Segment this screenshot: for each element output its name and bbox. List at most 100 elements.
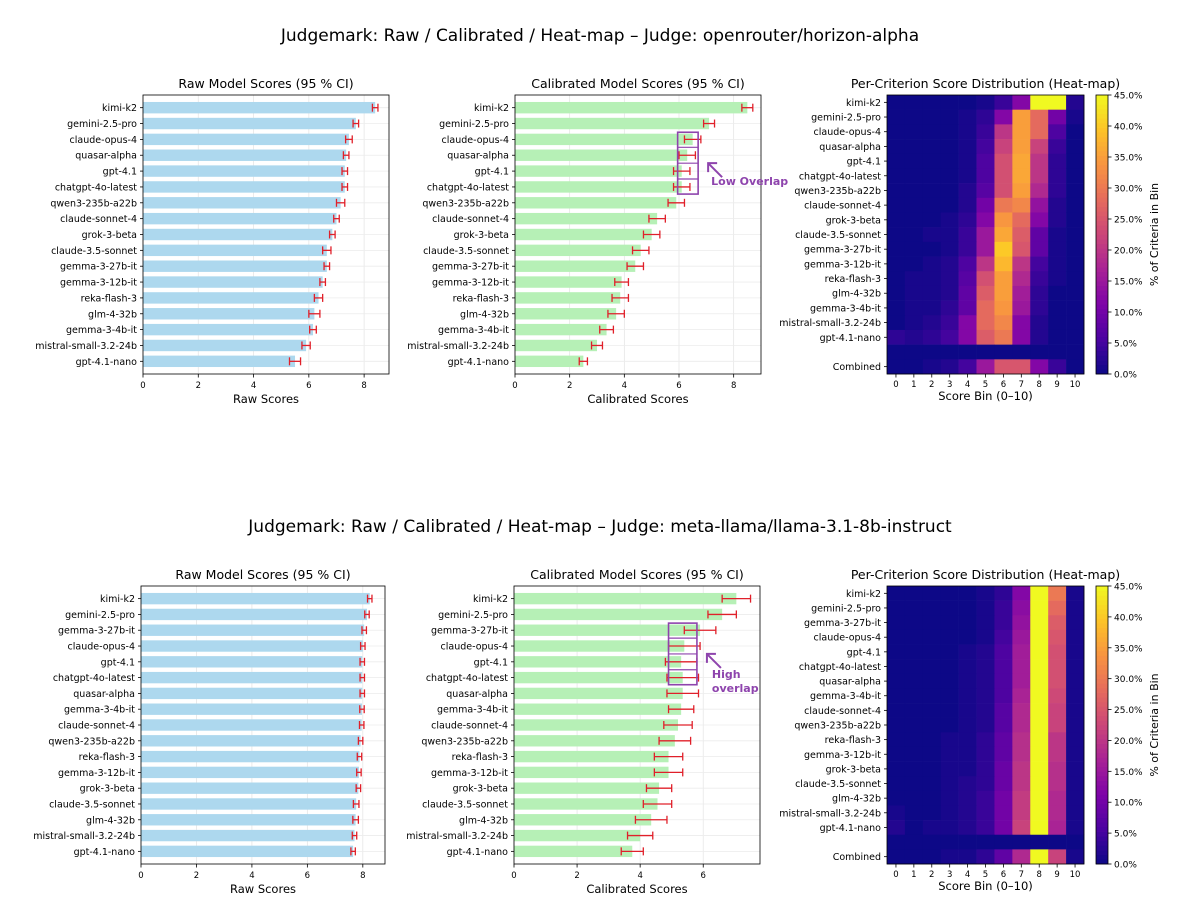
- fig1-heatmap-colorbar-step: [1096, 188, 1108, 194]
- fig2-heatmap-combined-cell: [958, 849, 977, 865]
- fig2-heatmap-colorbar-step: [1096, 729, 1108, 735]
- fig2-heatmap-colorbar-step: [1096, 775, 1108, 781]
- fig1-calibrated-chart-model-label: glm-4-32b: [460, 309, 509, 320]
- fig1-calibrated-chart-model-label: gemma-3-4b-it: [438, 325, 509, 336]
- fig1-heatmap-cell: [922, 109, 942, 125]
- fig2-heatmap-cell: [1048, 659, 1067, 675]
- fig2-heatmap-cell: [887, 717, 906, 733]
- fig2-heatmap-cell: [1012, 820, 1031, 836]
- fig1-raw-chart-model-label: claude-opus-4: [70, 135, 137, 146]
- fig2-heatmap-cell: [940, 776, 959, 792]
- fig2-heatmap-cell: [922, 615, 942, 631]
- fig1-heatmap-row-label: gemini-2.5-pro: [811, 113, 881, 124]
- fig1-heatmap-gap-cell: [1048, 344, 1067, 360]
- fig1-heatmap-colorbar-step: [1096, 206, 1108, 212]
- fig2-heatmap-colorbar-step: [1096, 604, 1108, 610]
- fig2-heatmap-cell: [887, 776, 906, 792]
- fig2-calibrated-chart-frame: [513, 585, 761, 865]
- fig1-heatmap-row-label: chatgpt-4o-latest: [799, 171, 881, 182]
- fig1-heatmap-cell: [1030, 300, 1049, 316]
- fig2-heatmap-colorbar-step: [1096, 641, 1108, 647]
- fig2-heatmap-cell: [922, 644, 942, 660]
- fig2-heatmap-colorbar-tick-label: 30.0%: [1114, 675, 1143, 685]
- fig2-heatmap-cell: [1030, 717, 1049, 733]
- fig2-raw-chart-model-label: gemma-3-27b-it: [58, 626, 135, 637]
- fig2-raw-chart-bar: [141, 608, 367, 621]
- fig2-heatmap-combined-cell: [1066, 849, 1085, 865]
- fig2-calibrated-chart-bar: [514, 814, 652, 826]
- fig2-heatmap-cell: [904, 673, 924, 689]
- fig2-heatmap-colorbar-step: [1096, 771, 1108, 777]
- fig1-heatmap-colorbar-step: [1096, 239, 1108, 245]
- fig1-heatmap-combined-cell: [1012, 359, 1031, 375]
- fig1-heatmap-cell: [887, 227, 906, 243]
- fig1-heatmap-cell: [940, 124, 959, 140]
- fig2-heatmap-cell: [1012, 615, 1031, 631]
- fig2-heatmap-bin-label: 0: [893, 870, 898, 880]
- fig2-heatmap-cell: [1012, 629, 1031, 645]
- fig1-heatmap-cell: [904, 329, 924, 345]
- fig2-raw-chart-group: kimi-k2 gemini-2.5-pro gemma-3-27b-it claud…: [33, 567, 386, 896]
- fig2-heatmap-cell: [1066, 790, 1085, 806]
- fig1-calibrated-chart-model-label: claude-opus-4: [442, 135, 509, 146]
- fig1-heatmap-cell: [922, 256, 942, 272]
- fig2-heatmap-colorbar-step: [1096, 650, 1108, 656]
- fig2-calibrated-chart-bar: [514, 845, 633, 858]
- fig2-calibrated-chart-model-label: gemma-3-4b-it: [437, 705, 508, 716]
- fig2-heatmap-row-label: claude-opus-4: [814, 633, 881, 644]
- fig2-heatmap-cell: [922, 776, 942, 792]
- fig2-raw-chart-model-label: gemma-3-4b-it: [64, 705, 135, 716]
- fig1-heatmap-colorbar-step: [1096, 262, 1108, 268]
- fig2-heatmap-cell: [1048, 644, 1067, 660]
- fig1-calibrated-chart-model-label: qwen3-235b-a22b: [422, 198, 509, 209]
- fig2-calibrated-chart-model-label: gemini-2.5-pro: [438, 610, 508, 621]
- fig1-heatmap-cell: [1048, 227, 1067, 243]
- fig2-heatmap-colorbar-step: [1096, 799, 1108, 805]
- fig2-heatmap-cell: [887, 761, 906, 777]
- fig1-heatmap-combined-cell: [940, 359, 959, 375]
- fig1-heatmap-cell: [922, 139, 942, 155]
- fig2-calibrated-chart-bar: [514, 608, 723, 621]
- fig2-heatmap-cell: [976, 688, 995, 704]
- fig1-heatmap-cell: [1030, 212, 1049, 228]
- fig1-heatmap-colorbar-step: [1096, 197, 1108, 203]
- fig2-heatmap-colorbar-step: [1096, 822, 1108, 828]
- fig1-heatmap-cell: [1012, 95, 1031, 110]
- fig2-heatmap-gap-cell: [994, 834, 1013, 850]
- fig1-calibrated-chart-bar: [515, 212, 658, 225]
- fig2-heatmap-colorbar-step: [1096, 636, 1108, 642]
- fig2-heatmap-cell: [904, 761, 924, 777]
- fig2-heatmap-colorbar-step: [1096, 840, 1108, 846]
- fig2-heatmap-colorbar-step: [1096, 692, 1108, 698]
- fig1-heatmap-colorbar-step: [1096, 169, 1108, 175]
- fig1-raw-chart-model-label: claude-3.5-sonnet: [51, 246, 137, 257]
- fig2-heatmap-cell: [940, 600, 959, 616]
- fig2-raw-chart-frame: [140, 585, 386, 865]
- fig1-heatmap-cell: [922, 124, 942, 140]
- fig2-heatmap-cell: [887, 615, 906, 631]
- fig1-heatmap-cell: [922, 300, 942, 316]
- fig2-heatmap-colorbar-step: [1096, 595, 1108, 601]
- fig1-heatmap-cell: [994, 139, 1013, 155]
- fig2-heatmap-combined-cell: [940, 849, 959, 865]
- fig1-raw-chart-model-label: mistral-small-3.2-24b: [35, 341, 137, 352]
- fig2-heatmap-cell: [1066, 600, 1085, 616]
- fig2-calibrated-chart-model-label: claude-opus-4: [441, 642, 508, 653]
- fig1-heatmap-colorbar-step: [1096, 281, 1108, 287]
- fig2-heatmap-cell: [1048, 688, 1067, 704]
- fig1-heatmap-cell: [940, 212, 959, 228]
- fig1-heatmap-cell: [922, 168, 942, 184]
- fig1-heatmap-cell: [940, 271, 959, 287]
- fig2-heatmap-cell: [1012, 600, 1031, 616]
- fig1-heatmap-cell: [958, 139, 977, 155]
- fig1-raw-chart-bar: [143, 244, 327, 257]
- fig1-calibrated-chart-xtick-label: 6: [676, 381, 681, 391]
- fig1-calibrated-chart-model-label: kimi-k2: [474, 103, 509, 114]
- fig1-heatmap-cell: [922, 95, 942, 110]
- fig1-heatmap-cell: [887, 95, 906, 110]
- fig2-calibrated-chart-model-label: glm-4-32b: [459, 815, 508, 826]
- fig2-heatmap-cell: [1066, 615, 1085, 631]
- fig2-heatmap-colorbar-step: [1096, 687, 1108, 693]
- fig2-heatmap-cell: [976, 659, 995, 675]
- fig1-heatmap-cell: [958, 300, 977, 316]
